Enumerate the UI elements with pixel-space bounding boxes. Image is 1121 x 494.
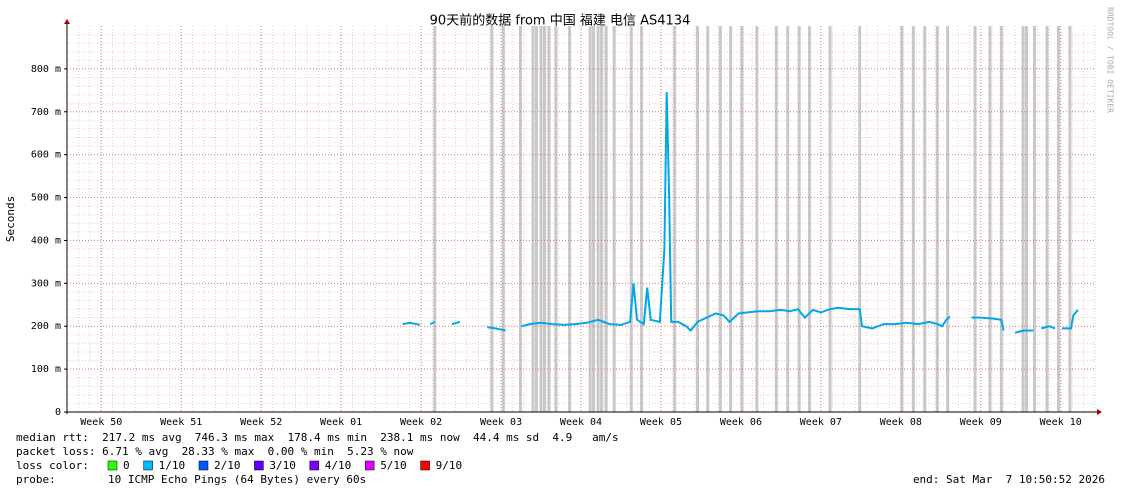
loss-bar [718, 26, 722, 412]
legend-swatch [254, 460, 264, 471]
x-tick-label: Week 10 [1040, 417, 1082, 428]
legend-swatch [143, 460, 153, 471]
loss-bar [592, 26, 596, 412]
loss-bar [1024, 26, 1028, 412]
x-tick-label: Week 01 [320, 417, 362, 428]
loss-bar [946, 26, 950, 412]
y-tick-label: 300 m [31, 278, 61, 289]
chart-title: 90天前的数据 from 中国 福建 电信 AS4134 [430, 13, 691, 29]
legend-entry: 1/10 [159, 459, 186, 472]
x-tick-label: Week 08 [880, 417, 922, 428]
legend-swatch [364, 460, 375, 471]
legend-entry: 3/10 [269, 459, 296, 472]
x-tick-label: Week 52 [240, 417, 282, 428]
loss-bar [1068, 26, 1072, 412]
loss-bar [828, 26, 832, 412]
y-tick-label: 600 m [31, 150, 61, 161]
loss-bar [999, 26, 1003, 412]
y-tick-label: 200 m [31, 321, 61, 332]
x-tick-label: Week 06 [720, 417, 762, 428]
loss-bar [542, 26, 546, 412]
loss-bar [534, 26, 538, 412]
median-line [402, 91, 1079, 334]
loss-bar [531, 26, 535, 412]
x-tick-label: Week 50 [80, 417, 122, 428]
legend-entry: 2/10 [214, 459, 241, 472]
loss-bar [596, 26, 600, 412]
y-tick-label: 100 m [31, 364, 61, 375]
loss-bar [547, 26, 551, 412]
loss-bar [629, 26, 633, 412]
x-tick-label: Week 05 [640, 417, 682, 428]
legend-swatch [107, 460, 118, 471]
loss-bar [588, 26, 592, 412]
legend-entry: 9/10 [436, 459, 463, 472]
legend-entry: 4/10 [325, 459, 352, 472]
x-tick-label: Week 07 [800, 417, 842, 428]
stats-line: median rtt: 217.2 ms avg 746.3 ms max 17… [16, 431, 619, 444]
loss-bar [673, 26, 677, 412]
y-tick-label: 400 m [31, 235, 61, 246]
loss-bar [923, 26, 927, 412]
loss-bar [988, 26, 992, 412]
loss-bar [640, 26, 644, 412]
stats-line: packet loss: 6.71 % avg 28.33 % max 0.00… [16, 445, 414, 458]
loss-bar [696, 26, 700, 412]
probe-text: 10 ICMP Echo Pings (64 Bytes) every 60s [108, 473, 366, 486]
loss-bar [604, 26, 608, 412]
legend-swatch [420, 460, 430, 471]
loss-bar [706, 26, 710, 412]
loss-bar [858, 26, 862, 412]
loss-bar [935, 26, 939, 412]
loss-bar [490, 26, 494, 412]
loss-bar [900, 26, 904, 412]
loss-bar [774, 26, 778, 412]
loss-bar [539, 26, 543, 412]
y-tick-label: 700 m [31, 107, 61, 118]
loss-bar [1056, 26, 1060, 412]
loss-bar [518, 26, 522, 412]
loss-bar [797, 26, 801, 412]
loss-bar [807, 26, 811, 412]
loss-bar [554, 26, 558, 412]
loss-bar [612, 26, 616, 412]
loss-bar [911, 26, 915, 412]
end-time: end: Sat Mar 7 10:50:52 2026 [913, 473, 1105, 486]
loss-bar [729, 26, 733, 412]
loss-bar [433, 26, 437, 412]
loss-bar [740, 26, 744, 412]
loss-bar [1032, 26, 1036, 412]
y-axis-label: Seconds [4, 196, 17, 242]
x-tick-label: Week 02 [400, 417, 442, 428]
x-tick-label: Week 51 [160, 417, 202, 428]
legend-swatch [198, 460, 209, 471]
y-tick-label: 800 m [31, 64, 61, 75]
loss-bar [600, 26, 604, 412]
loss-bar [501, 26, 505, 412]
loss-bar [786, 26, 790, 412]
loss-bar [1021, 26, 1025, 412]
probe-label: probe: [16, 473, 56, 486]
legend-entry: 5/10 [380, 459, 407, 472]
legend-label: loss color: [16, 459, 89, 472]
legend-entry: 0 [123, 459, 130, 472]
loss-bar [1045, 26, 1049, 412]
x-tick-label: Week 09 [960, 417, 1002, 428]
y-tick-label: 500 m [31, 193, 61, 204]
y-tick-label: 0 [55, 407, 61, 418]
x-tick-label: Week 04 [560, 417, 602, 428]
axis-arrow [1097, 409, 1102, 415]
axis-arrow [64, 19, 70, 24]
x-tick-label: Week 03 [480, 417, 522, 428]
loss-bar [755, 26, 759, 412]
legend-swatch [309, 460, 320, 471]
loss-bar [973, 26, 977, 412]
watermark: RRDTOOL / TOBI OETIKER [1106, 7, 1115, 113]
loss-bar [568, 26, 572, 412]
